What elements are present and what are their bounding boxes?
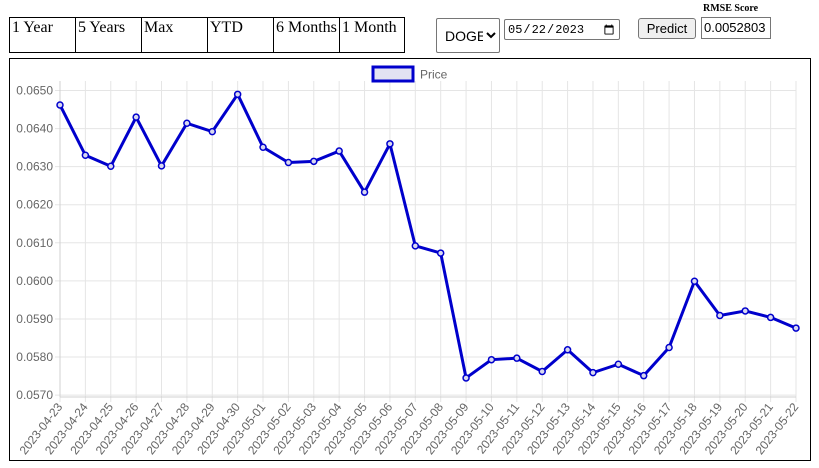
y-tick-label: 0.0620 <box>16 198 53 212</box>
rmse-score-field[interactable]: 0.0052803 <box>701 17 771 39</box>
price-point <box>107 162 115 171</box>
price-point <box>310 157 318 166</box>
price-point <box>284 158 293 167</box>
tab-1-year[interactable]: 1 Year <box>9 17 76 53</box>
symbol-select[interactable]: DOGE <box>436 18 500 53</box>
price-point <box>183 119 191 128</box>
price-point <box>563 346 572 354</box>
price-point <box>716 311 724 320</box>
price-point <box>690 277 699 286</box>
y-tick-label: 0.0650 <box>16 84 53 98</box>
price-point <box>741 307 749 315</box>
tab-ytd[interactable]: YTD <box>207 17 274 53</box>
price-point <box>639 371 648 380</box>
legend-label: Price <box>420 68 448 82</box>
price-point <box>589 368 597 377</box>
price-chart: 2023-04-23 2023-04-24 2023-04-25 2023-04-26… <box>9 58 811 461</box>
price-point <box>208 127 217 136</box>
price-point <box>157 162 166 170</box>
tab-max[interactable]: Max <box>141 17 208 53</box>
tab-6-months[interactable]: 6 Months <box>273 17 340 53</box>
predict-button[interactable]: Predict <box>638 18 696 39</box>
y-tick-label: 0.0610 <box>16 236 53 250</box>
price-point <box>614 360 623 369</box>
y-tick-label: 0.0600 <box>16 274 53 288</box>
price-point <box>360 188 369 196</box>
price-point <box>81 151 90 159</box>
price-point <box>665 343 673 352</box>
tab-5-years[interactable]: 5 Years <box>75 17 142 53</box>
price-point <box>335 147 343 155</box>
y-tick-label: 0.0640 <box>16 122 53 136</box>
price-point <box>487 355 496 364</box>
price-point <box>538 367 546 376</box>
price-chart-svg: 2023-04-232023-04-242023-04-252023-04-26… <box>16 65 802 457</box>
price-point <box>436 249 445 257</box>
price-point <box>56 101 64 109</box>
legend-swatch <box>371 65 415 83</box>
price-point <box>411 242 420 250</box>
rmse-label: RMSE Score <box>703 3 759 14</box>
price-point <box>792 324 800 332</box>
price-point <box>233 90 242 99</box>
y-tick-label: 0.0570 <box>16 388 53 402</box>
range-tabs: 1 Year 5 Years Max YTD 6 Months 1 Month <box>9 17 405 53</box>
price-point <box>132 113 140 121</box>
price-point <box>386 140 394 148</box>
tab-1-month[interactable]: 1 Month <box>339 17 405 53</box>
price-series-line <box>58 92 797 380</box>
price-point <box>259 143 267 151</box>
y-tick-label: 0.0630 <box>16 160 53 174</box>
price-point <box>766 313 775 322</box>
y-tick-label: 0.0590 <box>16 312 53 326</box>
date-input[interactable] <box>504 19 620 40</box>
price-point <box>513 354 521 362</box>
y-tick-label: 0.0580 <box>16 350 53 364</box>
price-point <box>462 374 470 382</box>
